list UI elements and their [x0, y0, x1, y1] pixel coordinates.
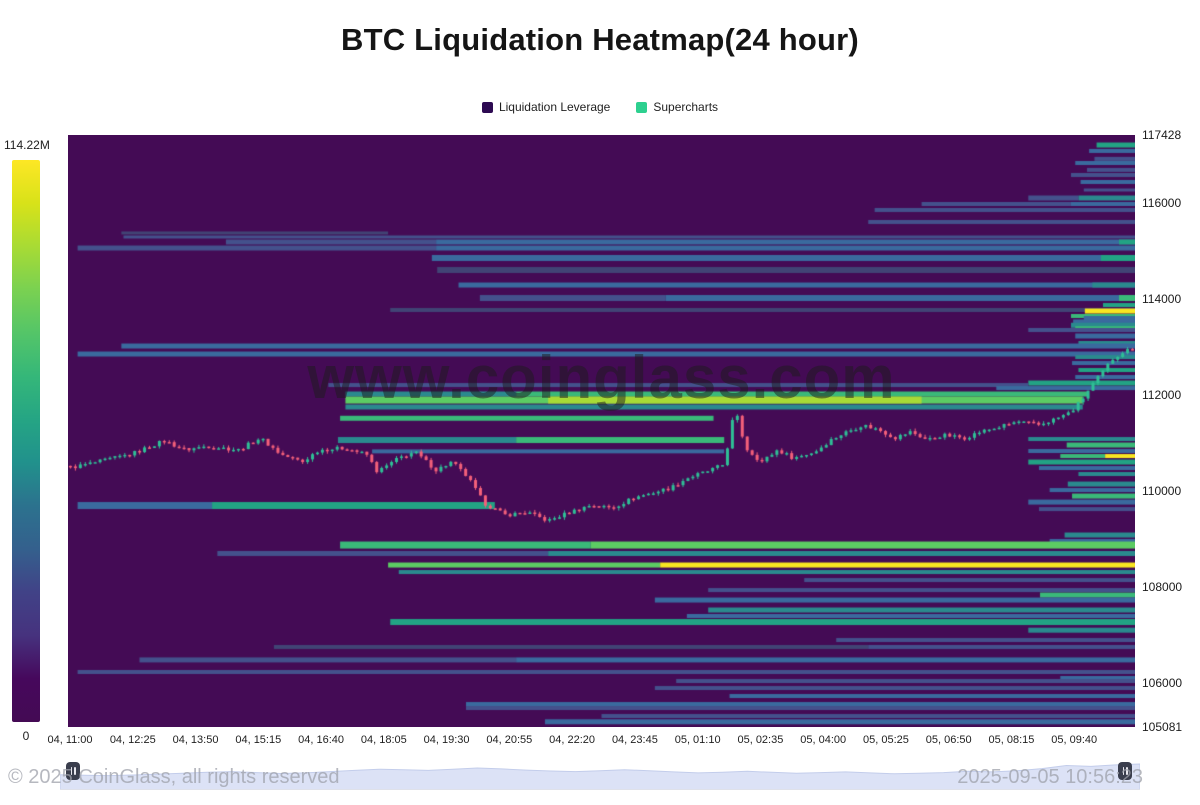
- price-axis-label: 106000: [1142, 675, 1183, 690]
- legend-label: Liquidation Leverage: [498, 100, 611, 114]
- legend-label: Supercharts: [653, 100, 719, 114]
- time-axis-label: 04, 20:55: [486, 734, 533, 746]
- heatmap-plot-area[interactable]: www.coinglass.com: [68, 135, 1135, 727]
- price-axis-label: 112000: [1142, 388, 1182, 403]
- heatmap-canvas[interactable]: [68, 135, 1135, 727]
- time-axis-label: 04, 13:50: [172, 734, 219, 746]
- navigator-scrollbar[interactable]: [60, 756, 1140, 790]
- time-axis-label: 04, 19:30: [423, 734, 470, 746]
- time-axis-label: 05, 09:40: [1051, 734, 1098, 746]
- time-axis-label: 04, 11:00: [47, 734, 93, 746]
- colorbar-max-label: 114.22M: [4, 138, 50, 152]
- price-axis-label: 108000: [1142, 580, 1183, 595]
- price-axis-label: 116000: [1142, 196, 1182, 211]
- time-axis-label: 04, 12:25: [109, 734, 156, 746]
- page-title: BTC Liquidation Heatmap(24 hour): [341, 22, 859, 57]
- navigator-area-chart: [60, 763, 1140, 790]
- colorbar-min-label: 0: [22, 729, 30, 743]
- time-axis-label: 04, 18:05: [360, 734, 407, 746]
- time-axis-label: 04, 23:45: [611, 734, 658, 746]
- time-axis-label: 05, 02:35: [737, 734, 784, 746]
- price-axis-label: 117428: [1142, 128, 1182, 142]
- time-axis: 04, 11:00 04, 12:25 04, 13:50 04, 15:15 04, …: [0, 734, 1200, 750]
- time-axis-label: 05, 05:25: [863, 734, 909, 746]
- price-axis-label: 110000: [1142, 484, 1182, 499]
- copyright-text: © 2025 CoinGlass, all rights reserved: [8, 766, 340, 788]
- time-axis-label: 05, 04:00: [800, 734, 847, 746]
- legend-item-supercharts[interactable]: Supercharts: [636, 100, 718, 114]
- navigator-handle-left[interactable]: [66, 762, 80, 780]
- legend-item-liquidation-leverage[interactable]: Liquidation Leverage: [481, 100, 611, 114]
- time-axis-label: 05, 08:15: [988, 734, 1035, 746]
- legend: Liquidation Leverage Supercharts: [0, 100, 1200, 114]
- colorbar-gradient: [12, 160, 40, 722]
- time-axis-label: 04, 15:15: [235, 734, 282, 746]
- supercharts-swatch-icon: [636, 101, 648, 113]
- price-axis: 117428 116000 114000 112000 110000 108000 1060…: [1142, 0, 1200, 805]
- time-axis-label: 05, 01:10: [674, 734, 721, 746]
- price-axis-label: 114000: [1142, 292, 1182, 307]
- time-axis-label: 04, 22:20: [549, 734, 596, 746]
- time-axis-label: 04, 16:40: [298, 734, 344, 746]
- timestamp-text: 2025-09-05 10:56:23: [957, 766, 1143, 788]
- price-axis-label: 105081: [1142, 720, 1183, 734]
- time-axis-label: 05, 06:50: [925, 734, 972, 746]
- liquidation-leverage-swatch-icon: [481, 101, 493, 113]
- navigator-handle-right[interactable]: [1118, 762, 1132, 780]
